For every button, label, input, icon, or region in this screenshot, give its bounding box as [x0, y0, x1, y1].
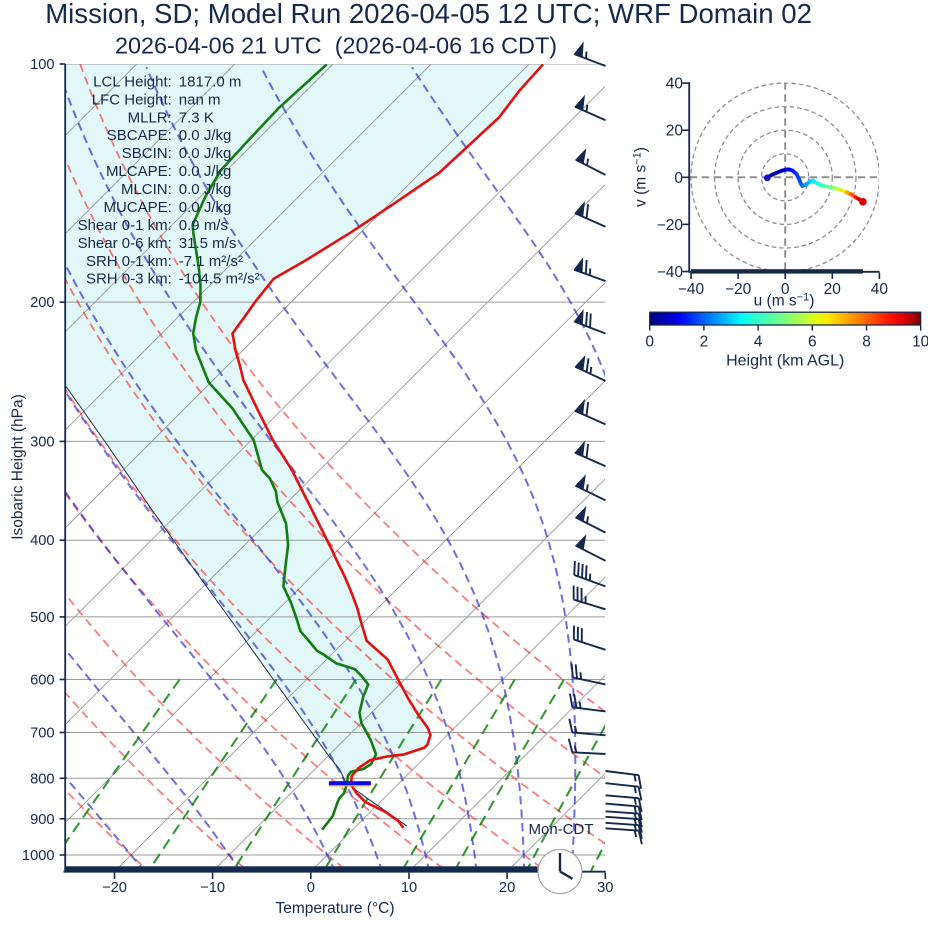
svg-text:MLCAPE:: MLCAPE: [106, 163, 172, 180]
svg-text:LCL Height:: LCL Height: [93, 73, 172, 90]
svg-text:Mission, SD; Model Run 2026-04: Mission, SD; Model Run 2026-04-05 12 UTC… [45, 0, 812, 29]
svg-text:0.9 m/s: 0.9 m/s [179, 217, 228, 234]
svg-text:600: 600 [30, 673, 55, 689]
svg-text:0.0 J/kg: 0.0 J/kg [179, 163, 232, 180]
svg-text:20: 20 [666, 123, 684, 140]
svg-text:0: 0 [674, 170, 683, 187]
svg-text:-104.5 m²/s²: -104.5 m²/s² [179, 271, 260, 288]
svg-text:40: 40 [871, 281, 889, 298]
svg-text:0: 0 [645, 334, 654, 351]
svg-text:MLLR:: MLLR: [128, 109, 172, 126]
svg-text:-7.1 m²/s²: -7.1 m²/s² [179, 253, 243, 270]
svg-text:−20: −20 [725, 281, 752, 298]
svg-text:LFC Height:: LFC Height: [92, 91, 172, 108]
svg-text:700: 700 [30, 726, 55, 742]
svg-text:Isobaric Height (hPa): Isobaric Height (hPa) [10, 394, 27, 540]
svg-text:0.0 J/kg: 0.0 J/kg [179, 127, 232, 144]
svg-text:0.0 J/kg: 0.0 J/kg [179, 181, 232, 198]
svg-text:20: 20 [499, 880, 515, 896]
svg-text:SBCAPE:: SBCAPE: [107, 127, 172, 144]
svg-text:400: 400 [30, 533, 55, 549]
svg-text:−40: −40 [678, 281, 705, 298]
svg-text:SBCIN:: SBCIN: [122, 145, 172, 162]
svg-text:Height (km AGL): Height (km AGL) [726, 353, 844, 370]
svg-text:40: 40 [666, 76, 684, 93]
svg-text:−20: −20 [102, 880, 127, 896]
svg-text:Shear 0-6 km:: Shear 0-6 km: [78, 235, 172, 252]
svg-text:500: 500 [30, 610, 55, 626]
svg-text:0: 0 [307, 880, 315, 896]
svg-text:0.0 J/kg: 0.0 J/kg [179, 199, 232, 216]
svg-text:−20: −20 [657, 217, 684, 234]
svg-text:20: 20 [824, 281, 842, 298]
svg-text:MLCIN:: MLCIN: [121, 181, 172, 198]
svg-text:8: 8 [862, 334, 871, 351]
svg-text:Shear 0-1 km:: Shear 0-1 km: [78, 217, 172, 234]
svg-text:300: 300 [30, 434, 55, 450]
svg-text:4: 4 [754, 334, 763, 351]
svg-text:10: 10 [401, 880, 417, 896]
svg-text:Temperature (°C): Temperature (°C) [275, 900, 394, 917]
svg-text:1817.0 m: 1817.0 m [179, 73, 242, 90]
svg-text:SRH 0-3 km:: SRH 0-3 km: [86, 271, 172, 288]
svg-text:7.3 K: 7.3 K [179, 109, 214, 126]
svg-text:nan m: nan m [179, 91, 221, 108]
svg-text:2026-04-06 21 UTC (2026-04-06: 2026-04-06 21 UTC (2026-04-06 16 CDT) [115, 33, 557, 59]
svg-text:10: 10 [912, 334, 928, 351]
svg-text:200: 200 [30, 295, 55, 311]
svg-text:2: 2 [700, 334, 709, 351]
svg-text:100: 100 [30, 57, 55, 73]
svg-text:MUCAPE:: MUCAPE: [103, 199, 171, 216]
svg-text:6: 6 [808, 334, 817, 351]
svg-text:Mon-CDT: Mon-CDT [528, 821, 593, 838]
svg-text:900: 900 [30, 812, 55, 828]
svg-text:800: 800 [30, 771, 55, 787]
svg-text:−10: −10 [200, 880, 225, 896]
svg-text:0.0 J/kg: 0.0 J/kg [179, 145, 232, 162]
svg-text:31.5 m/s: 31.5 m/s [179, 235, 237, 252]
svg-text:SRH 0-1 km:: SRH 0-1 km: [86, 253, 172, 270]
svg-text:−40: −40 [657, 264, 684, 281]
svg-text:30: 30 [597, 880, 613, 896]
svg-text:1000: 1000 [22, 848, 55, 864]
